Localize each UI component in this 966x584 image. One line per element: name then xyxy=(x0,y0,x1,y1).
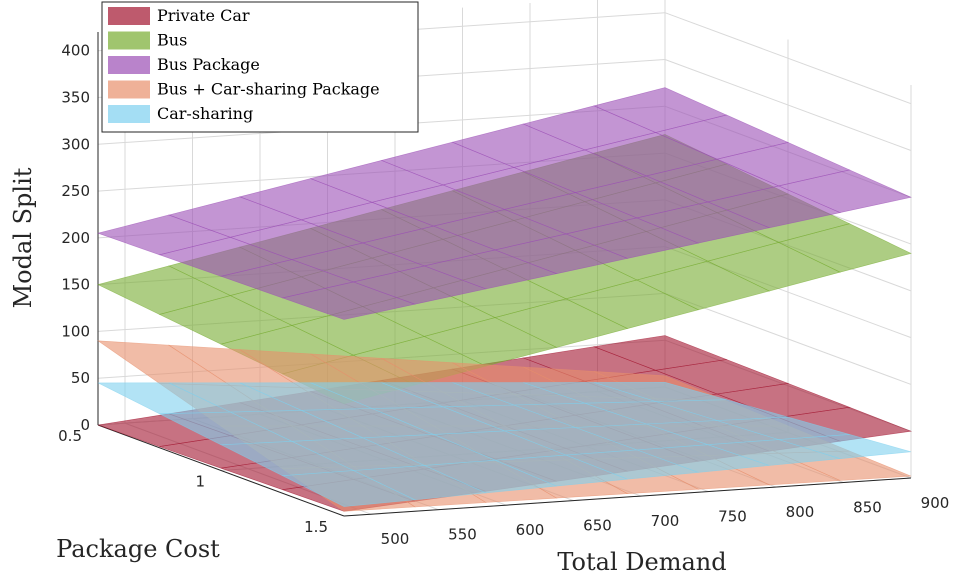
x-tick-label: 850 xyxy=(853,499,882,517)
legend-label: Private Car xyxy=(157,6,250,25)
legend-swatch xyxy=(108,105,150,123)
y-tick-label: 1.5 xyxy=(304,518,328,536)
x-tick-label: 500 xyxy=(381,530,410,548)
tick-labels: 500 550 600 650 700 750 800 850 900 0.5 1 1.5 0 50 100… xyxy=(58,42,949,548)
z-tick-label: 350 xyxy=(61,89,90,107)
x-tick-label: 700 xyxy=(651,512,680,530)
x-tick-label: 600 xyxy=(516,521,545,539)
surface-patch xyxy=(777,169,912,213)
legend-swatch xyxy=(108,56,150,74)
surface-car-sharing xyxy=(97,381,912,507)
surfaces xyxy=(96,87,913,512)
x-axis-line xyxy=(343,477,912,517)
z-tick-label: 400 xyxy=(61,42,90,60)
surface-bus-package xyxy=(96,87,912,320)
x-tick-label: 550 xyxy=(448,526,477,544)
x-tick-label: 800 xyxy=(786,503,815,521)
y-axis-line xyxy=(97,424,345,517)
legend-label: Bus Package xyxy=(157,55,260,74)
z-axis-label: Modal Split xyxy=(9,167,37,308)
surface-patch xyxy=(778,434,912,460)
z-tick-label: 50 xyxy=(71,369,90,387)
x-tick-label: 750 xyxy=(718,508,747,526)
x-tick-label: 650 xyxy=(583,517,612,535)
y-tick-label: 0.5 xyxy=(58,427,82,445)
z-tick-label: 0 xyxy=(80,416,90,434)
y-axis-label: Package Cost xyxy=(56,535,220,563)
z-tick-label: 200 xyxy=(61,229,90,247)
surface-patch xyxy=(777,223,912,273)
legend-swatch xyxy=(108,31,150,50)
grid-line xyxy=(664,292,912,385)
legend-swatch xyxy=(108,7,150,25)
legend-swatch xyxy=(108,80,150,99)
legend-label: Car-sharing xyxy=(157,104,253,123)
z-tick-label: 100 xyxy=(61,322,90,340)
legend-label: Bus + Car-sharing Package xyxy=(157,80,380,99)
axes xyxy=(97,32,912,517)
z-tick-label: 150 xyxy=(61,276,90,294)
y-tick-label: 1 xyxy=(195,473,205,491)
legend: Private Car Bus Bus Package Bus + Car-shari… xyxy=(101,1,419,133)
grid-line xyxy=(664,59,912,151)
z-tick-label: 300 xyxy=(61,135,90,153)
legend-box xyxy=(101,1,419,133)
x-axis-label: Total Demand xyxy=(557,548,726,576)
z-tick-label: 250 xyxy=(61,182,90,200)
x-tick-label: 900 xyxy=(921,494,950,512)
legend-label: Bus xyxy=(157,31,187,50)
grid-line xyxy=(664,12,912,105)
